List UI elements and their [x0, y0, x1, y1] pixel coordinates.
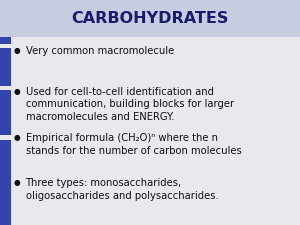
FancyBboxPatch shape [0, 44, 11, 48]
FancyBboxPatch shape [0, 37, 300, 225]
Text: ●: ● [13, 87, 20, 96]
FancyBboxPatch shape [0, 135, 11, 140]
FancyBboxPatch shape [0, 0, 300, 37]
Text: CARBOHYDRATES: CARBOHYDRATES [71, 11, 229, 26]
Text: Used for cell-to-cell identification and
communication, building blocks for larg: Used for cell-to-cell identification and… [26, 87, 234, 122]
Text: Very common macromolecule: Very common macromolecule [26, 46, 174, 56]
Text: ●: ● [13, 178, 20, 187]
Text: Empirical formula (CH₂O)ⁿ where the n
stands for the number of carbon molecules: Empirical formula (CH₂O)ⁿ where the n st… [26, 133, 241, 155]
FancyBboxPatch shape [0, 86, 11, 90]
Text: ●: ● [13, 46, 20, 55]
Text: Three types: monosaccharides,
oligosaccharides and polysaccharides.: Three types: monosaccharides, oligosacch… [26, 178, 218, 200]
FancyBboxPatch shape [0, 37, 11, 225]
Text: ●: ● [13, 133, 20, 142]
